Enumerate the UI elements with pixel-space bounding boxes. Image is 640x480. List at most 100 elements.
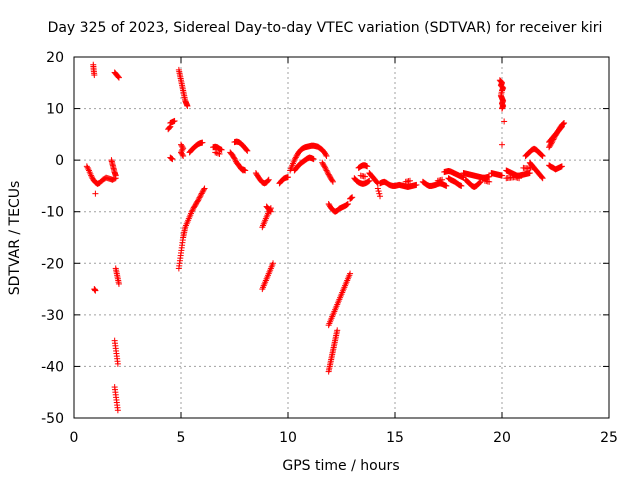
data-point: [232, 156, 239, 163]
data-point: [443, 182, 450, 189]
data-point: [329, 178, 336, 185]
data-point: [344, 201, 351, 208]
data-point: [324, 170, 331, 177]
axis-ticks: [73, 56, 610, 419]
data-points: [83, 61, 568, 414]
y-tick-label: 0: [55, 153, 64, 169]
chart-title: Day 325 of 2023, Sidereal Day-to-day VTE…: [48, 20, 603, 36]
data-point: [322, 151, 329, 158]
data-point: [364, 163, 371, 170]
data-point: [171, 117, 178, 124]
data-point: [516, 175, 523, 182]
data-point: [349, 194, 356, 201]
y-tick-label: 20: [46, 50, 64, 66]
data-point: [344, 200, 351, 207]
data-point: [215, 150, 222, 157]
data-point: [323, 167, 330, 174]
y-tick-label: -10: [41, 205, 64, 221]
data-point: [189, 207, 196, 214]
data-point: [88, 172, 95, 179]
data-point: [539, 153, 546, 160]
data-point: [291, 157, 298, 164]
data-point: [413, 181, 420, 188]
data-point: [197, 193, 204, 200]
data-point: [558, 124, 565, 131]
plot-frame: [73, 56, 610, 419]
data-point: [334, 327, 341, 334]
data-point: [362, 173, 369, 180]
data-point: [477, 178, 484, 185]
data-point: [348, 194, 355, 201]
data-point: [198, 190, 205, 197]
data-point: [347, 195, 354, 202]
data-point: [366, 177, 373, 184]
y-tick-label: -50: [41, 411, 64, 427]
tick-labels: 0 5 10 15 20 25 -50 -40 -30 -20 -10 0 10 20: [41, 50, 618, 446]
x-axis-label: GPS time / hours: [282, 458, 399, 474]
data-point: [486, 178, 493, 185]
data-point: [168, 155, 175, 162]
data-point: [188, 208, 195, 215]
data-point: [179, 151, 186, 158]
data-point: [111, 175, 118, 182]
data-point: [92, 190, 99, 197]
data-point: [190, 205, 197, 212]
data-point: [167, 123, 174, 130]
data-point: [196, 194, 203, 201]
data-point: [499, 172, 505, 179]
y-tick-label: -40: [41, 359, 64, 375]
x-tick-label: 20: [493, 430, 511, 446]
data-point: [231, 155, 238, 162]
data-point: [329, 177, 336, 184]
grid-lines: [74, 57, 609, 418]
data-point: [194, 198, 201, 205]
data-point: [243, 147, 250, 154]
data-point: [265, 176, 272, 183]
data-point: [184, 102, 191, 109]
data-point: [499, 141, 505, 148]
data-point: [114, 360, 121, 367]
data-point: [476, 180, 483, 187]
data-point: [526, 170, 533, 177]
data-point: [322, 164, 329, 171]
data-point: [195, 197, 202, 204]
data-point: [499, 105, 505, 112]
data-point: [83, 163, 90, 170]
x-tick-label: 25: [600, 430, 618, 446]
data-point: [439, 176, 446, 183]
x-tick-label: 15: [386, 430, 404, 446]
data-point: [112, 172, 119, 179]
data-point: [374, 185, 381, 192]
data-point: [84, 164, 91, 171]
data-point: [538, 174, 545, 181]
data-point: [201, 185, 208, 192]
data-point: [365, 178, 372, 185]
data-point: [375, 188, 382, 195]
data-point: [195, 195, 202, 202]
data-point: [91, 72, 98, 79]
data-point: [347, 270, 354, 277]
data-point: [377, 193, 384, 200]
data-point: [180, 145, 187, 152]
data-point: [212, 149, 219, 156]
data-point: [200, 186, 207, 193]
data-point: [85, 166, 92, 173]
data-point: [270, 260, 277, 267]
data-point: [180, 153, 187, 160]
data-point: [179, 146, 186, 153]
y-axis-label: SDTVAR / TECUs: [7, 181, 23, 296]
data-point: [558, 163, 565, 170]
data-point: [310, 156, 317, 163]
data-point: [216, 150, 223, 157]
y-tick-label: -30: [41, 308, 64, 324]
x-tick-label: 0: [70, 430, 79, 446]
data-point: [244, 147, 251, 154]
data-point: [292, 155, 299, 162]
data-point: [114, 407, 121, 414]
x-tick-label: 5: [177, 430, 186, 446]
data-point: [322, 166, 329, 173]
data-point: [169, 156, 176, 163]
data-point: [501, 118, 508, 125]
data-point: [476, 179, 483, 186]
